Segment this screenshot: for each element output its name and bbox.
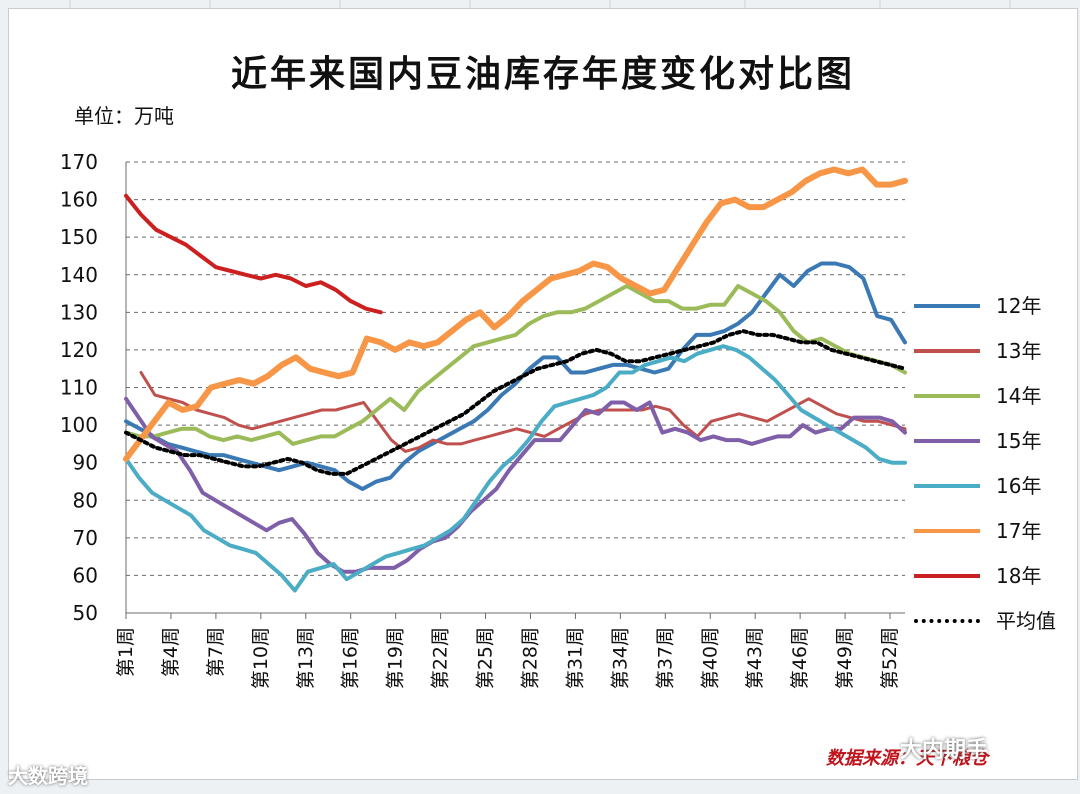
y-tick-label: 70 [73, 526, 98, 550]
legend-label: 16年 [996, 474, 1042, 498]
x-tick-label: 第40周 [699, 627, 721, 689]
y-tick-label: 150 [60, 225, 98, 249]
x-tick-label: 第13周 [295, 627, 317, 689]
x-tick-label: 第31周 [564, 627, 586, 689]
legend-swatch [914, 484, 980, 488]
legend-swatch [914, 619, 980, 623]
legend-label: 14年 [996, 384, 1042, 408]
legend-label: 12年 [996, 294, 1042, 318]
data-source: 数据来源：天下粮仓 [826, 748, 988, 769]
series-line-8 [124, 329, 907, 476]
x-tick-label: 第10周 [250, 627, 272, 689]
x-tick-label: 第46周 [789, 627, 811, 689]
y-tick-label: 80 [73, 488, 98, 512]
x-tick-label: 第7周 [205, 627, 227, 677]
legend-swatch [914, 439, 980, 443]
y-tick-label: 90 [73, 451, 98, 475]
x-tick-label: 第37周 [654, 627, 676, 689]
y-tick-label: 170 [60, 150, 98, 174]
series-line-2 [139, 371, 907, 453]
x-tick-label: 第43周 [744, 627, 766, 689]
y-tick-label: 50 [73, 601, 98, 625]
y-tick-label: 130 [60, 300, 98, 324]
x-tick-label: 第4周 [160, 627, 182, 677]
y-tick-label: 100 [60, 413, 98, 437]
watermark-right: 大内期手 [900, 738, 989, 763]
x-tick-label: 第1周 [115, 627, 137, 677]
watermark-left: 大数跨境 [8, 764, 88, 788]
legend-item: 14年 [914, 380, 1074, 410]
series-line-6 [123, 166, 908, 462]
x-tick-label: 第34周 [609, 627, 631, 689]
series-line-5 [124, 344, 907, 593]
x-tick-label: 第19周 [385, 627, 407, 689]
series-line-4 [124, 396, 907, 574]
y-tick-label: 160 [60, 188, 98, 212]
unit-label: 单位：万吨 [74, 104, 174, 128]
legend-item: 平均值 [914, 605, 1074, 635]
legend-item: 17年 [914, 515, 1074, 545]
legend-swatch [914, 349, 980, 353]
x-tick-label: 第52周 [879, 627, 901, 689]
series-line-1 [124, 261, 907, 491]
chart-title: 近年来国内豆油库存年度变化对比图 [230, 54, 855, 95]
legend-item: 15年 [914, 425, 1074, 455]
legend-label: 平均值 [996, 609, 1056, 633]
legend-swatch [914, 304, 980, 308]
legend-swatch [914, 529, 980, 533]
x-tick-label: 第49周 [834, 627, 856, 689]
series-line-7 [124, 193, 383, 315]
y-tick-label: 110 [60, 376, 98, 400]
series-line-3 [124, 284, 907, 446]
y-tick-label: 60 [73, 563, 98, 587]
x-tick-label: 第16周 [340, 627, 362, 689]
legend-item: 16年 [914, 470, 1074, 500]
legend-label: 13年 [996, 339, 1042, 363]
legend-item: 18年 [914, 560, 1074, 590]
y-tick-label: 140 [60, 263, 98, 287]
legend-swatch [914, 574, 980, 578]
legend-swatch [914, 394, 980, 398]
x-tick-label: 第28周 [519, 627, 541, 689]
y-tick-label: 120 [60, 338, 98, 362]
legend-item: 13年 [914, 335, 1074, 365]
chart-area: 近年来国内豆油库存年度变化对比图 [8, 8, 1078, 780]
legend-label: 15年 [996, 429, 1042, 453]
x-tick-label: 第25周 [475, 627, 497, 689]
x-tick-label: 第22周 [430, 627, 452, 689]
legend-label: 18年 [996, 564, 1042, 588]
legend-label: 17年 [996, 519, 1042, 543]
legend-item: 12年 [914, 290, 1074, 320]
